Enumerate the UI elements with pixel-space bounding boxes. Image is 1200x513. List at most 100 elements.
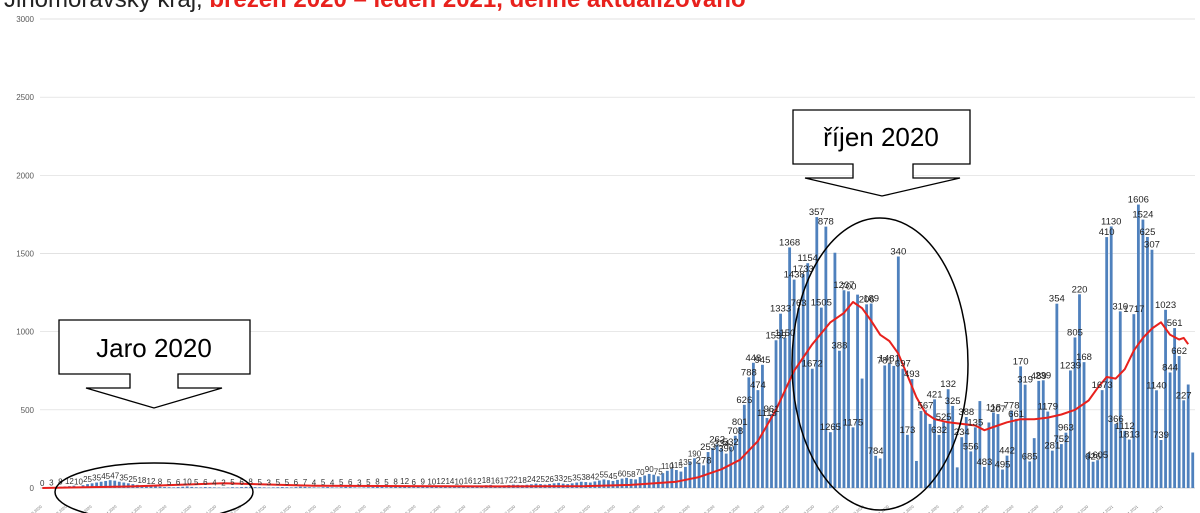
bar xyxy=(770,413,773,488)
x-tick-label: 2.9.2020 xyxy=(651,503,667,513)
data-label: 878 xyxy=(818,217,834,228)
bar xyxy=(104,480,108,488)
x-tick-label: 25.11.2020 xyxy=(946,503,965,513)
data-label: 278 xyxy=(696,455,712,466)
x-tick-label: 27.5.2020 xyxy=(300,503,317,513)
bar xyxy=(919,410,923,488)
data-label: 739 xyxy=(1153,430,1169,441)
bar xyxy=(892,365,896,488)
data-label: 4 xyxy=(312,478,317,487)
bar xyxy=(801,274,805,488)
data-label: 10 xyxy=(455,477,464,486)
bar xyxy=(915,460,918,488)
data-label: 35 xyxy=(92,474,101,483)
bar xyxy=(1123,430,1127,488)
data-label: 1733 xyxy=(793,264,814,275)
data-label: 16 xyxy=(464,476,473,485)
bar xyxy=(851,427,855,488)
x-tick-label: 11.3.2020 xyxy=(26,503,43,513)
data-label: 493 xyxy=(904,369,920,380)
bar xyxy=(937,434,941,488)
y-tick-label: 1000 xyxy=(16,328,34,337)
data-label: 421 xyxy=(927,389,943,400)
bar xyxy=(783,337,787,488)
october-callout-label: říjen 2020 xyxy=(823,122,939,152)
bar xyxy=(616,479,619,488)
low-value-labels: 0 3 8 12 10 25 35 45 47 35 25 18 12 8 5 6 10 5 6 4 2 5 6 8 5 3 5 5 6… xyxy=(40,449,702,488)
y-tick-label: 3000 xyxy=(16,15,34,24)
bar xyxy=(1096,460,1100,488)
data-label: 1150 xyxy=(775,328,795,339)
bar xyxy=(203,487,207,488)
data-label: 1717 xyxy=(1123,304,1144,315)
bar xyxy=(412,487,416,488)
data-label: 8 xyxy=(158,478,163,487)
bar xyxy=(652,474,656,488)
bar xyxy=(1019,366,1023,488)
data-label: 1023 xyxy=(1155,300,1176,311)
october-callout: říjen 2020 xyxy=(792,109,971,197)
data-label: 1115 xyxy=(757,408,777,419)
bar xyxy=(996,414,1000,488)
data-label: 661 xyxy=(1008,409,1024,420)
bar xyxy=(122,482,126,488)
bar xyxy=(761,364,764,488)
bar xyxy=(1109,226,1113,488)
bar xyxy=(149,486,153,488)
bar xyxy=(1005,455,1009,488)
y-tick-label: 2000 xyxy=(16,171,34,180)
bar xyxy=(154,486,157,488)
bar xyxy=(344,486,348,488)
bar xyxy=(1146,236,1149,488)
data-label: 390 xyxy=(718,444,734,455)
data-label: 38 xyxy=(581,473,590,482)
bar xyxy=(348,487,352,488)
bar xyxy=(688,461,692,488)
data-label: 17 xyxy=(500,476,509,485)
data-label: 26 xyxy=(545,475,554,484)
data-label: 4 xyxy=(212,478,217,487)
bar xyxy=(665,470,669,488)
bar xyxy=(964,417,968,488)
data-label: 626 xyxy=(1085,452,1101,463)
x-tick-label: 29.7.2020 xyxy=(524,503,541,513)
bar xyxy=(276,487,280,488)
data-label: 778 xyxy=(1004,401,1020,412)
data-label: 632 xyxy=(931,425,947,436)
data-label: 110 xyxy=(661,462,674,471)
x-tick-label: 1.4.2020 xyxy=(102,503,118,513)
data-label: 844 xyxy=(1162,362,1178,373)
bar xyxy=(90,483,94,488)
data-label: 685 xyxy=(1022,451,1038,462)
data-label: 1265 xyxy=(820,422,841,433)
data-label: 532 xyxy=(723,437,739,448)
data-label: 5 xyxy=(257,478,262,487)
data-label: 118 xyxy=(986,402,1001,413)
x-tick-label: 25.3.2020 xyxy=(76,503,93,513)
x-tick-label: 17.6.2020 xyxy=(375,503,392,513)
data-label: 12 xyxy=(473,477,482,486)
data-label: 25 xyxy=(563,475,572,484)
bar xyxy=(235,487,239,488)
x-tick-label: 30.9.2020 xyxy=(749,503,766,513)
bar xyxy=(1078,294,1081,488)
title-date-range: březen 2020 – leden 2021, denně aktualiz… xyxy=(209,0,745,13)
x-tick-label: 28.10.2020 xyxy=(846,503,865,513)
data-label: 18 xyxy=(518,476,527,485)
data-label: 5 xyxy=(167,478,172,487)
bar xyxy=(1136,204,1140,488)
bar xyxy=(706,452,710,488)
x-axis: 11.3.2020 18.3.2020 25.3.2020 1.4.2020 8.4.2… xyxy=(26,503,1164,513)
data-label: 234 xyxy=(954,427,970,438)
x-tick-label: 16.12.2020 xyxy=(1021,503,1040,513)
data-label: 6 xyxy=(348,478,353,487)
data-label: 483 xyxy=(976,457,992,468)
bar xyxy=(1105,237,1109,488)
bar xyxy=(838,350,841,488)
bar xyxy=(312,487,316,488)
bar xyxy=(394,486,397,488)
bar xyxy=(928,423,932,488)
data-label: 1130 xyxy=(1101,216,1121,227)
x-tick-label: 18.3.2020 xyxy=(51,503,68,513)
